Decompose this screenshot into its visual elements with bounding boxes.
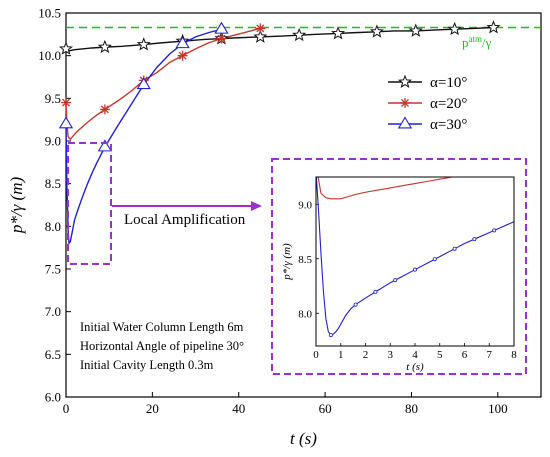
inset-x-tick-label: 4 [412,349,418,361]
inset-series-marker [393,278,398,283]
series-line-1 [65,26,494,53]
zoom-arrow-head [251,201,262,211]
inset-x-tick-label: 2 [363,349,369,361]
inset-series-marker [472,237,477,242]
series-line-2 [65,27,261,141]
series-2-marker [216,33,227,44]
x-axis-title: t (s) [290,429,317,448]
series-1-marker [136,37,151,51]
inset-series-marker [492,228,497,233]
y-tick-label: 7.0 [45,304,61,319]
inset-x-tick-label: 1 [338,349,344,361]
inset-frame [271,158,527,375]
y-tick-label: 9.0 [45,134,61,149]
y-tick-label: 6.5 [45,347,61,362]
x-tick-label: 60 [319,401,332,416]
x-tick-label: 80 [405,401,418,416]
legend-label: α=10° [430,75,467,91]
asterisk-stroke [62,98,70,107]
inset-series-marker [432,257,437,262]
y-tick-label: 6.0 [45,390,61,405]
inset-y-tick-label: 8.5 [298,254,312,266]
y-tick-label: 8.5 [45,176,61,191]
inset-series-marker [373,289,378,294]
inset-x-tick-label: 5 [437,349,443,361]
plot-frame [65,12,542,398]
asterisk-stroke [256,24,265,33]
inset-x-tick-label: 6 [462,349,468,361]
asterisk-stroke [100,105,109,114]
asterisk-stroke [178,51,187,60]
inset-x-tick-label: 8 [511,349,517,361]
legend-label: α=30° [430,117,467,133]
series-3-marker [136,77,151,90]
series-1-marker [97,39,112,54]
series-1-marker [486,20,501,34]
series-1-marker [331,26,346,40]
annotation-note: Initial Water Column Length 6m [80,320,244,334]
x-tick-label: 0 [63,401,70,416]
series-1-marker [408,23,423,37]
legend-label: α=20° [430,96,467,112]
x-tick-label: 100 [488,401,508,416]
asterisk-stroke [401,99,409,107]
inset-series-group [316,177,514,338]
local-amplification-label: Local Amplification [124,212,246,228]
series-3-marker [175,36,190,49]
x-tick-label: 40 [232,401,245,416]
inset-series-line-1 [317,177,456,200]
annotation-note: Horizontal Angle of pipeline 30° [80,339,244,353]
inset-series-marker [452,246,457,251]
legend-marker [397,74,413,88]
inset-x-tick-label: 3 [388,349,394,361]
inset-series-marker [328,333,333,338]
series-1-marker [447,21,462,36]
inset-x-axis-title: t (s) [406,361,424,373]
series-2-marker [177,50,188,61]
series-2-marker [61,97,71,108]
inset-series-marker [353,302,358,307]
inset-plot: 0 1 2 3 4 5 6 7 8 8.0 8.5 9.0 t (s) p*/γ (m) [281,176,517,373]
x-tick-label: 20 [146,401,159,416]
inset-x-tick-label: 7 [487,349,493,361]
series-3-marker [214,21,229,34]
inset-series-marker [412,267,417,272]
series-1-marker [369,24,384,38]
y-tick-label: 10.5 [38,6,61,21]
y-tick-label: 7.5 [45,262,61,277]
y-tick-label: 9.5 [45,91,61,106]
series-line-3 [65,28,222,246]
atm-reference-label: patm/γ [462,34,492,50]
zoom-region-box [67,142,112,265]
inset-y-axis-title: p*/γ (m) [281,243,293,281]
legend-marker [400,98,410,108]
inset-y-tick-label: 8.0 [298,308,312,320]
y-tick-label: 10.0 [38,48,61,63]
series-3-marker [58,116,74,129]
y-axis-title: p*/γ (m) [7,177,26,235]
series-3-marker [97,139,113,152]
inset-plot-frame [315,176,515,347]
y-tick-label: 8.0 [45,219,61,234]
inset-y-tick-label: 9.0 [298,199,312,211]
series-1-marker [58,41,74,55]
series-2-marker [255,23,266,34]
series-2-marker [99,104,110,115]
series-1-marker [253,29,268,43]
inset-x-tick-label: 0 [313,349,319,361]
legend-marker [397,116,413,129]
annotation-note: Initial Cavity Length 0.3m [80,358,214,372]
series-1-marker [292,27,307,42]
asterisk-stroke [217,34,226,43]
